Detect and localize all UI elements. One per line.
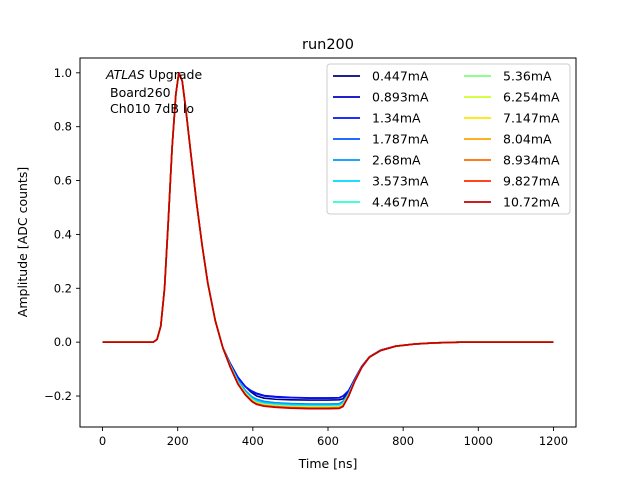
legend-label: 0.893mA [372, 90, 429, 105]
x-tick-label: 0 [99, 434, 106, 448]
annotation-atlas: ATLAS [105, 67, 145, 82]
legend: 0.447mA 0.893mA 1.34mA 1.787mA 2.68mA 3.573mA… [326, 63, 571, 215]
y-axis: −0.2 0.0 0.2 0.4 0.6 0.8 1.0 [44, 66, 80, 403]
annotation-upgrade: Upgrade [145, 67, 203, 82]
legend-box [326, 63, 571, 215]
y-tick-label: 0.2 [54, 281, 72, 295]
plot-lines [102, 72, 554, 410]
legend-label: 3.573mA [372, 174, 429, 189]
x-tick-label: 800 [392, 434, 414, 448]
x-tick-label: 600 [317, 434, 339, 448]
legend-label: 8.04mA [503, 132, 552, 147]
y-tick-label: 0.6 [54, 174, 72, 188]
chart-title: run200 [302, 37, 354, 53]
legend-label: 8.934mA [503, 153, 560, 168]
legend-label: 9.827mA [503, 174, 560, 189]
x-tick-label: 200 [167, 434, 189, 448]
legend-label: 6.254mA [503, 90, 560, 105]
legend-label: 4.467mA [372, 195, 429, 210]
series-line-14 [102, 72, 554, 410]
atlas-annotation: ATLAS Upgrade Board260 Ch010 7dB lo [105, 67, 202, 116]
legend-label: 1.34mA [372, 111, 421, 126]
y-tick-label: 0.4 [54, 227, 72, 241]
annotation-board: Board260 [110, 85, 171, 100]
legend-label: 1.787mA [372, 132, 429, 147]
y-tick-label: 1.0 [54, 66, 72, 80]
x-axis-label: Time [ns] [298, 456, 358, 471]
legend-label: 7.147mA [503, 111, 560, 126]
svg-text:ATLAS Upgrade: ATLAS Upgrade [105, 67, 202, 82]
y-tick-label: 0.0 [54, 335, 72, 349]
legend-label: 2.68mA [372, 153, 421, 168]
annotation-channel: Ch010 7dB lo [110, 101, 194, 116]
legend-label: 0.447mA [372, 69, 429, 84]
legend-label: 5.36mA [503, 69, 552, 84]
y-axis-label: Amplitude [ADC counts] [15, 167, 30, 317]
x-tick-label: 1000 [464, 434, 493, 448]
x-axis: 0 200 400 600 800 1000 1200 [99, 427, 568, 448]
x-tick-label: 1200 [539, 434, 568, 448]
y-tick-label: 0.8 [54, 120, 72, 134]
y-tick-label: −0.2 [44, 389, 72, 403]
legend-label: 10.72mA [503, 195, 560, 210]
x-tick-label: 400 [242, 434, 264, 448]
